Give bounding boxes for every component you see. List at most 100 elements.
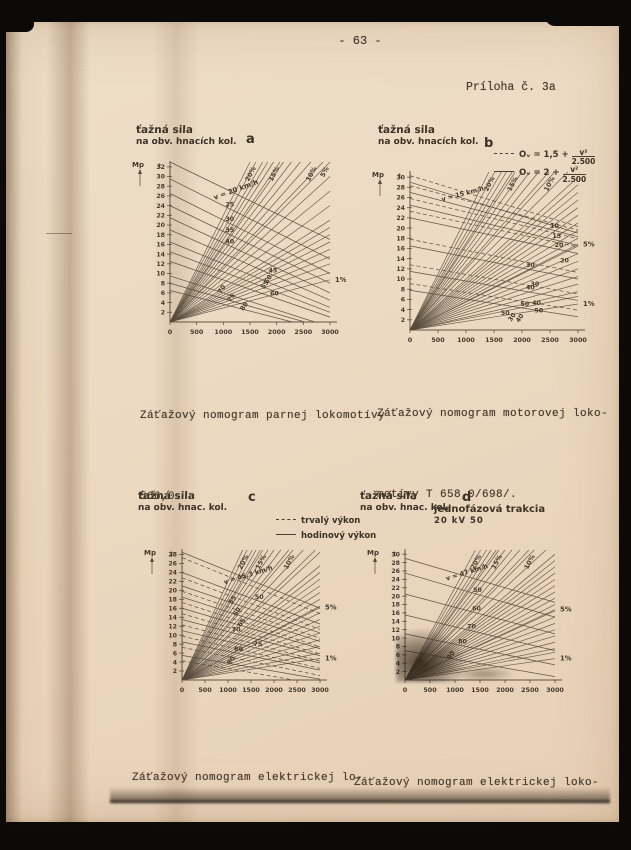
svg-text:30: 30 [156, 174, 165, 181]
svg-text:65: 65 [237, 617, 248, 628]
svg-text:12: 12 [168, 623, 177, 630]
svg-text:8: 8 [401, 286, 405, 293]
svg-text:500: 500 [190, 328, 204, 336]
caption-line: Záťažový nomogram parnej lokomotívy [140, 410, 386, 422]
svg-text:18: 18 [168, 597, 177, 604]
svg-text:3000: 3000 [311, 686, 329, 694]
svg-text:v = 45,3 km/h: v = 45,3 km/h [223, 564, 274, 587]
svg-text:70: 70 [217, 283, 228, 295]
scan-border-bottom [0, 823, 631, 850]
chart-letter-b: b [484, 136, 494, 151]
nomogram-chart-a: ťažná sila na obv. hnacích kol. a 2 4 6 8 10… [128, 122, 346, 342]
svg-text:2000: 2000 [265, 686, 283, 694]
svg-text:40: 40 [225, 238, 234, 245]
svg-text:26: 26 [156, 193, 165, 200]
svg-text:60: 60 [472, 606, 481, 613]
svg-text:75: 75 [226, 292, 237, 303]
svg-text:28: 28 [168, 552, 177, 559]
svg-text:30: 30 [507, 311, 518, 323]
chart-letter-d: d [462, 490, 472, 505]
svg-text:22: 22 [396, 215, 405, 222]
page-left-edge-shadow [6, 21, 22, 822]
svg-text:2500: 2500 [294, 328, 312, 336]
svg-text:2000: 2000 [513, 336, 531, 344]
caption-line: motívy T 658,0/698/. [377, 489, 518, 501]
legend-row-dashed: Oᵥ = 1,5 + v² 2.500 [494, 148, 596, 166]
svg-text:1000: 1000 [219, 686, 237, 694]
traction-line1: jednofázová trakcia [434, 504, 546, 515]
caption-line: Záťažový nomogram elektrickej loko- [354, 777, 600, 789]
svg-text:4: 4 [401, 307, 406, 314]
scan-border-right [619, 0, 631, 850]
svg-text:500: 500 [423, 686, 437, 694]
scan-border-left [0, 0, 6, 850]
svg-text:20: 20 [560, 258, 569, 265]
svg-text:6: 6 [161, 290, 165, 297]
svg-text:40: 40 [515, 312, 526, 324]
svg-text:35: 35 [225, 227, 234, 234]
svg-text:12: 12 [156, 261, 165, 268]
svg-text:10: 10 [396, 276, 405, 283]
dashed-line-sample [494, 153, 514, 154]
svg-text:t: t [158, 162, 161, 170]
svg-text:50: 50 [501, 310, 510, 317]
chart-letter-a: a [246, 132, 255, 147]
svg-text:24: 24 [156, 203, 165, 210]
svg-text:15: 15 [552, 233, 561, 240]
scan-border-top [0, 0, 631, 22]
scan-border-notch [488, 0, 518, 13]
svg-text:14: 14 [396, 256, 405, 263]
traction-type-label: jednofázová trakcia 20 kV 50 [434, 504, 545, 526]
svg-text:70: 70 [232, 626, 241, 633]
caption-line: Záťažový nomogram elektrickej lo- [132, 772, 364, 784]
nomogram-chart-b: ťažná sila na obv. hnacích kol. b Oᵥ = 1… [370, 122, 618, 350]
svg-text:5%: 5% [325, 603, 337, 611]
svg-text:16: 16 [156, 242, 165, 249]
caption-line: 566,0. [140, 491, 183, 503]
paper-scratch-mark [46, 233, 72, 234]
svg-text:2500: 2500 [541, 336, 559, 344]
svg-text:10: 10 [156, 271, 165, 278]
svg-text:3000: 3000 [569, 336, 587, 344]
svg-text:1%: 1% [560, 655, 572, 663]
svg-text:3000: 3000 [321, 328, 339, 336]
svg-text:12: 12 [391, 627, 400, 634]
svg-text:50: 50 [520, 301, 529, 308]
svg-text:6: 6 [173, 650, 177, 657]
svg-text:t: t [170, 550, 173, 558]
svg-text:v = 20 km/h: v = 20 km/h [213, 178, 260, 202]
svg-text:75: 75 [254, 641, 263, 648]
svg-text:22: 22 [391, 585, 400, 592]
svg-text:45: 45 [269, 268, 278, 275]
svg-text:24: 24 [396, 205, 405, 212]
svg-text:10: 10 [550, 223, 559, 230]
svg-text:55: 55 [227, 595, 238, 606]
traction-line2: 20 kV 50 [434, 516, 484, 526]
svg-text:Mp: Mp [132, 161, 144, 169]
svg-text:30: 30 [225, 216, 234, 223]
svg-text:2: 2 [173, 668, 177, 675]
svg-text:0: 0 [408, 336, 413, 344]
chart-letter-c: c [248, 490, 256, 505]
dashed-line-sample [276, 519, 296, 520]
svg-text:5%: 5% [560, 606, 572, 614]
svg-text:1500: 1500 [485, 336, 503, 344]
formula-text: Oᵥ = 2 + [519, 167, 560, 178]
svg-text:0: 0 [403, 686, 408, 694]
svg-text:26: 26 [391, 568, 400, 575]
resistance-formula-legend: Oᵥ = 1,5 + v² 2.500 Oᵥ = 2 + v² 2.500 [494, 148, 596, 183]
svg-text:20: 20 [555, 242, 564, 249]
page-fold-shadow-2 [152, 21, 200, 822]
y-axis-title-line1: ťažná sila [377, 124, 436, 136]
caption-chart-a: Záťažový nomogram parnej lokomotívy 566,… [140, 349, 385, 565]
svg-text:30: 30 [396, 174, 405, 181]
svg-text:0: 0 [168, 328, 173, 336]
svg-text:500: 500 [198, 686, 212, 694]
svg-text:2: 2 [161, 310, 165, 317]
svg-text:50: 50 [255, 594, 264, 601]
svg-text:5%: 5% [583, 240, 595, 248]
svg-text:26: 26 [168, 561, 177, 568]
svg-text:Mp: Mp [144, 549, 156, 557]
